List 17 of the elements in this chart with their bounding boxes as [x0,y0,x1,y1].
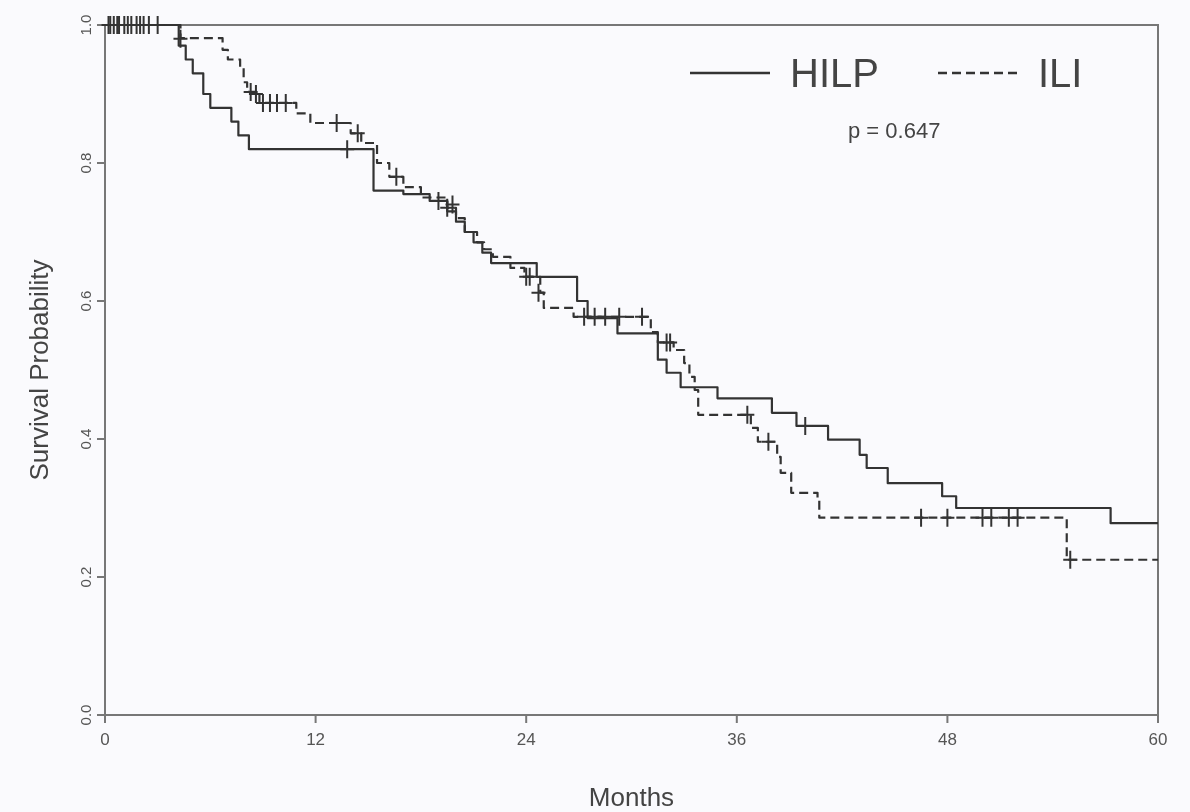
legend-label: HILP [790,51,879,95]
x-tick-label: 0 [100,730,110,749]
x-tick-label: 60 [1148,730,1168,749]
x-tick-label: 24 [516,730,536,749]
y-tick-label: 0.2 [77,566,94,588]
x-tick-label: 36 [727,730,747,749]
x-tick-label: 48 [937,730,957,749]
y-tick-label: 0.8 [77,152,94,174]
y-tick-label: 0.0 [77,704,94,726]
y-tick-label: 1.0 [77,14,94,36]
y-tick-label: 0.4 [77,428,94,450]
y-tick-label: 0.6 [77,290,94,312]
legend-label: ILI [1038,51,1083,95]
x-tick-label: 12 [306,730,326,749]
x-axis-title: Months [588,782,675,812]
y-axis-title: Survival Probability [24,259,54,481]
annotation: p = 0.647 [848,118,941,143]
